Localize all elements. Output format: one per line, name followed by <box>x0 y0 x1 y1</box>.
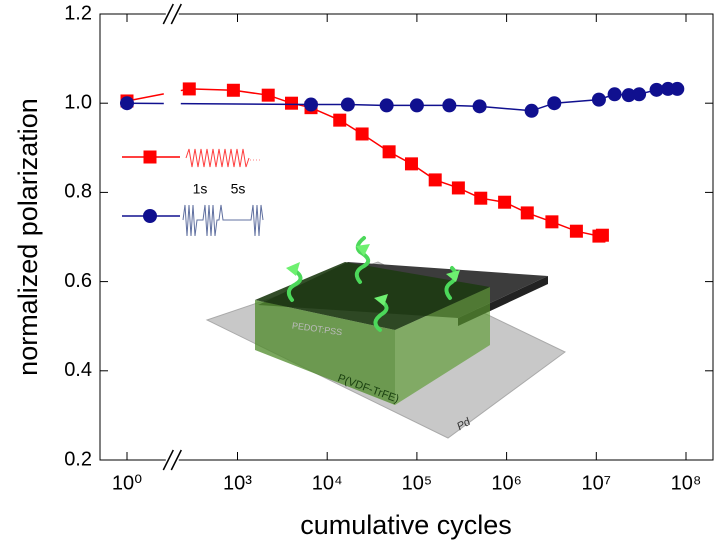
marker <box>410 98 424 112</box>
marker <box>632 87 646 101</box>
series-line <box>189 89 602 236</box>
marker <box>333 114 346 127</box>
marker <box>285 97 298 110</box>
marker <box>380 98 394 112</box>
marker <box>341 98 355 112</box>
marker <box>405 157 418 170</box>
y-axis-title: normalized polarization <box>13 98 43 376</box>
marker <box>120 96 134 110</box>
x-axis-title: cumulative cycles <box>300 510 512 540</box>
series-line-bridge <box>181 104 311 105</box>
marker <box>570 225 583 238</box>
y-tick-label: 0.8 <box>64 181 92 203</box>
x-tick-label: 10⁷ <box>582 472 611 494</box>
marker <box>592 93 606 107</box>
marker <box>521 206 534 219</box>
marker <box>227 84 240 97</box>
marker <box>429 173 442 186</box>
marker <box>442 98 456 112</box>
marker <box>304 98 318 112</box>
marker <box>670 82 684 96</box>
x-tick-label: 10³ <box>223 472 252 494</box>
marker <box>498 196 511 209</box>
marker <box>262 89 275 102</box>
legend-text: 5s <box>231 181 246 197</box>
y-tick-label: 1.2 <box>64 2 92 24</box>
marker <box>596 229 609 242</box>
legend-waveform <box>183 205 263 236</box>
x-tick-label: 10⁴ <box>312 472 343 494</box>
marker <box>383 145 396 158</box>
x-tick-label: 10⁸ <box>671 472 702 494</box>
marker <box>183 82 196 95</box>
legend-text: 1s <box>193 181 208 197</box>
x-tick-label: 10⁵ <box>402 472 433 494</box>
legend: 1s 5s <box>183 149 263 236</box>
y-tick-label: 0.6 <box>64 270 92 292</box>
y-tick-label: 0.2 <box>64 448 92 470</box>
marker <box>547 96 561 110</box>
marker <box>545 215 558 228</box>
legend-marker <box>144 151 157 164</box>
marker <box>452 181 465 194</box>
device-illustration: PEDOT:PSS P(VDF-TrFE) Pd <box>207 238 565 438</box>
legend-waveform <box>186 149 249 167</box>
y-tick-label: 1.0 <box>64 91 92 113</box>
marker <box>474 192 487 205</box>
marker <box>473 99 487 113</box>
x-tick-label: 10⁰ <box>112 472 142 494</box>
y-tick-label: 0.4 <box>64 359 92 381</box>
series-line <box>311 89 677 111</box>
x-tick-label: 10⁶ <box>491 472 521 494</box>
marker <box>525 104 539 118</box>
legend-marker <box>143 209 157 223</box>
marker <box>608 87 622 101</box>
marker <box>356 127 369 140</box>
